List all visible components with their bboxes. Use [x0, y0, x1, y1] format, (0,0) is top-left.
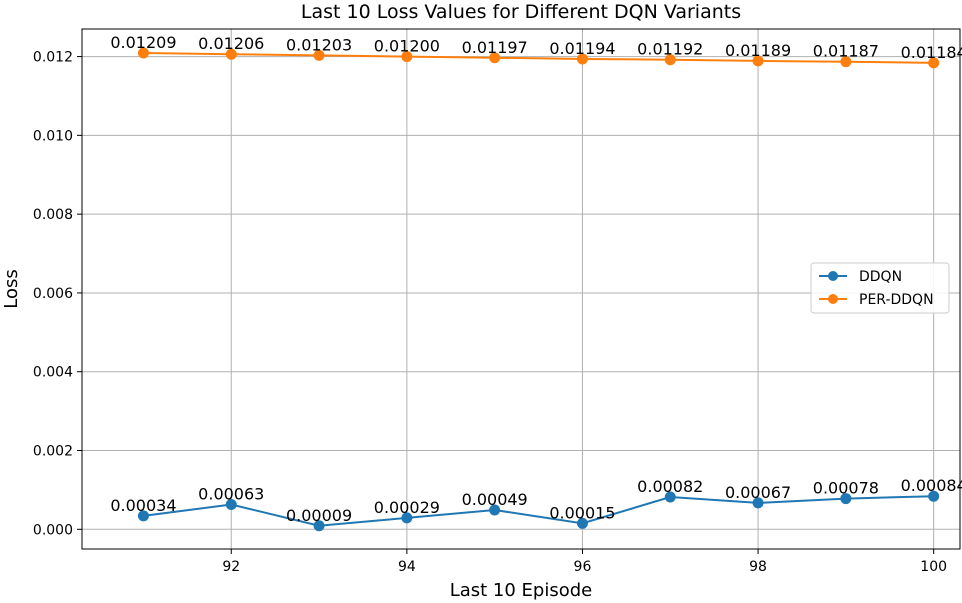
point-per-ddqn: [137, 47, 149, 59]
point-ddqn: [489, 504, 501, 516]
data-label-ddqn: 0.00009: [286, 506, 352, 525]
legend-marker-per-ddqn: [828, 294, 838, 304]
data-label-per-ddqn: 0.01184: [901, 43, 962, 62]
data-label-ddqn: 0.00063: [198, 484, 264, 503]
point-ddqn: [401, 512, 413, 524]
data-label-ddqn: 0.00049: [462, 490, 528, 509]
plot-frame: [81, 28, 961, 550]
y-tick-label: 0.012: [33, 50, 73, 66]
data-label-ddqn: 0.00067: [725, 483, 791, 502]
point-per-ddqn: [489, 52, 501, 64]
data-label-ddqn: 0.00029: [374, 498, 440, 517]
x-tick-label: 100: [920, 559, 947, 575]
x-axis-label: Last 10 Episode: [450, 580, 593, 601]
y-tick-label: 0.004: [33, 365, 73, 381]
y-tick-label: 0.008: [33, 207, 73, 223]
y-axis: 0.000 0.002 0.004 0.006 0.008 0.010 0.012: [33, 50, 82, 538]
chart-title: Last 10 Loss Values for Different DQN Va…: [301, 1, 741, 23]
point-per-ddqn: [664, 54, 676, 66]
x-tick-label: 96: [574, 559, 592, 575]
data-label-ddqn: 0.00084: [901, 476, 962, 495]
point-ddqn: [664, 491, 676, 503]
point-per-ddqn: [576, 53, 588, 65]
series-line-ddqn: [143, 495, 934, 527]
series-layer: [137, 47, 940, 532]
point-per-ddqn: [225, 48, 237, 60]
point-per-ddqn: [401, 51, 413, 63]
data-label-per-ddqn: 0.01200: [374, 37, 440, 56]
data-label-ddqn: 0.00034: [110, 496, 176, 515]
point-per-ddqn: [752, 55, 764, 67]
data-label-per-ddqn: 0.01206: [198, 34, 264, 53]
data-label-per-ddqn: 0.01189: [725, 41, 791, 60]
data-label-ddqn: 0.00015: [549, 503, 615, 522]
legend-marker-ddqn: [828, 271, 838, 281]
y-tick-label: 0.000: [33, 522, 73, 538]
y-tick-label: 0.002: [33, 444, 73, 460]
legend-label-per-ddqn: PER-DDQN: [859, 292, 934, 308]
y-tick-label: 0.010: [33, 128, 73, 144]
x-axis: 92 94 96 98 100: [222, 549, 947, 575]
x-tick-label: 94: [398, 559, 416, 575]
point-per-ddqn: [313, 49, 325, 61]
data-label-per-ddqn: 0.01187: [813, 42, 879, 61]
point-ddqn: [576, 517, 588, 529]
x-tick-label: 92: [222, 559, 240, 575]
x-tick-label: 98: [749, 559, 767, 575]
legend-label-ddqn: DDQN: [859, 269, 902, 285]
point-per-ddqn: [928, 57, 940, 69]
data-label-per-ddqn: 0.01194: [549, 39, 615, 58]
data-label-ddqn: 0.00082: [637, 477, 703, 496]
point-ddqn: [840, 493, 852, 505]
data-label-per-ddqn: 0.01203: [286, 35, 352, 54]
point-ddqn: [225, 498, 237, 510]
y-tick-label: 0.006: [33, 286, 73, 302]
data-label-per-ddqn: 0.01192: [637, 40, 703, 59]
data-label-per-ddqn: 0.01197: [462, 38, 528, 57]
data-labels: 0.00034 0.00063 0.00009 0.00029 0.00049 0.000…: [110, 33, 962, 525]
y-axis-label: Loss: [1, 269, 22, 308]
point-ddqn: [752, 497, 764, 509]
point-per-ddqn: [840, 56, 852, 68]
series-line-per-ddqn: [143, 52, 934, 64]
data-label-ddqn: 0.00078: [813, 479, 879, 498]
point-ddqn: [137, 510, 149, 522]
point-ddqn: [313, 520, 325, 532]
legend: DDQN PER-DDQN: [810, 262, 950, 314]
point-ddqn: [928, 490, 940, 502]
data-label-per-ddqn: 0.01209: [110, 33, 176, 52]
